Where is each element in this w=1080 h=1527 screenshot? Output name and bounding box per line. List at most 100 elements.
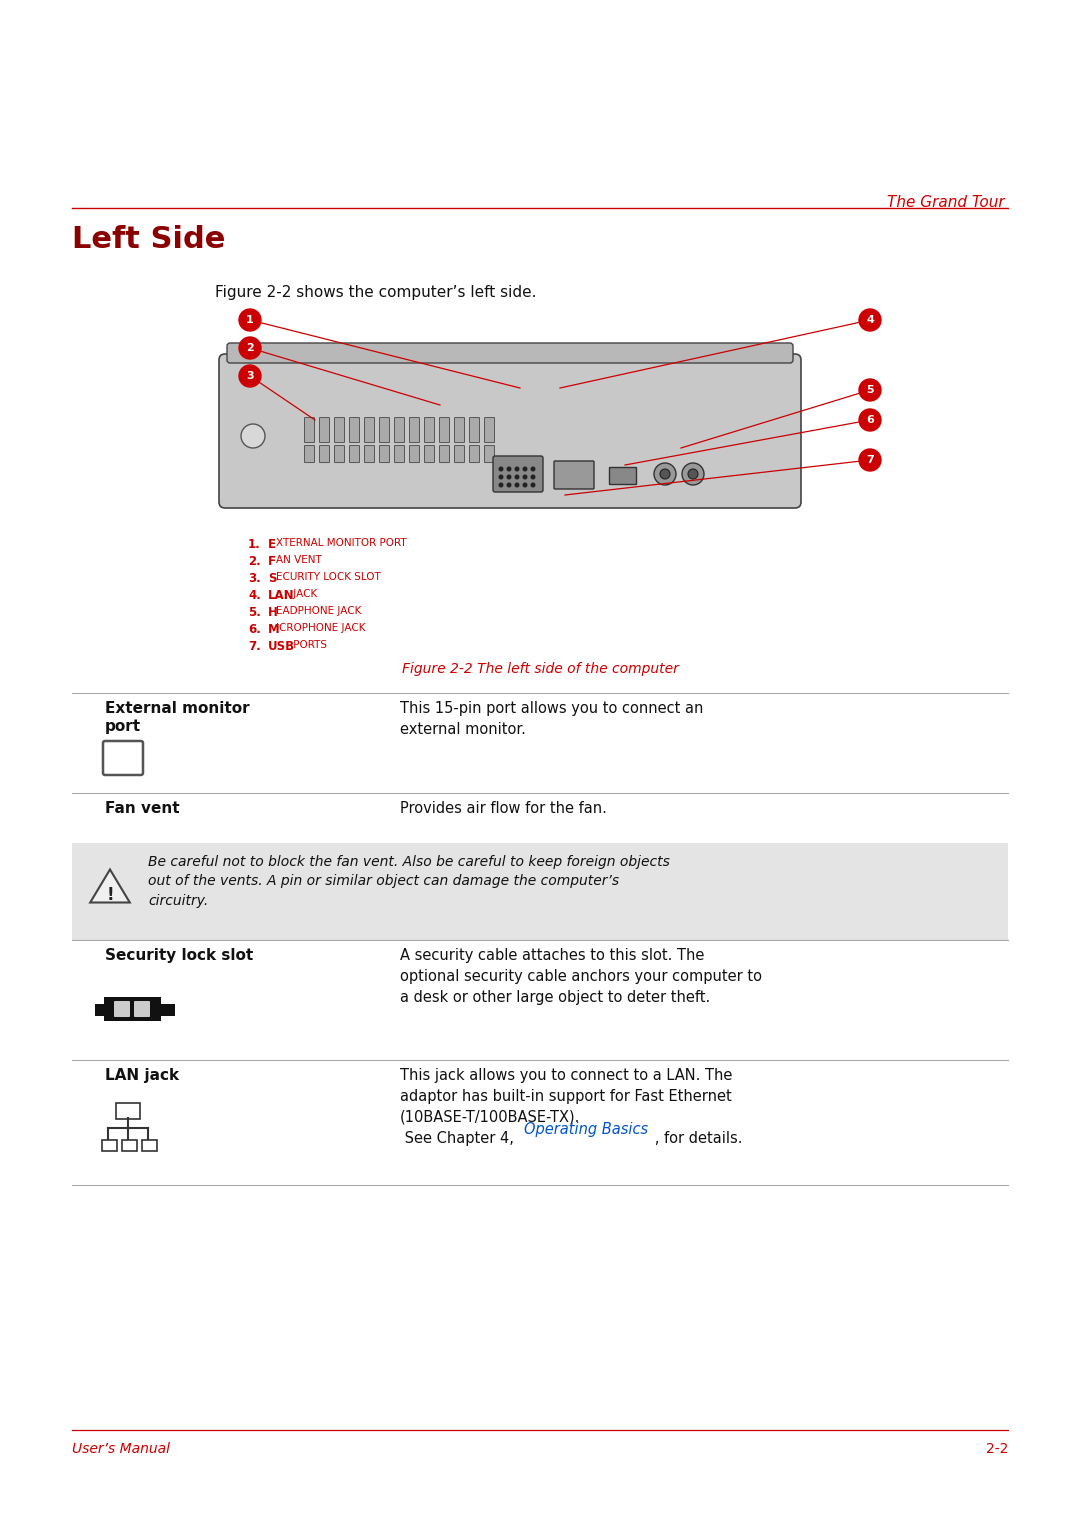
FancyBboxPatch shape (103, 741, 143, 776)
Circle shape (531, 467, 535, 470)
FancyBboxPatch shape (121, 1139, 136, 1150)
FancyBboxPatch shape (305, 446, 314, 463)
Circle shape (531, 483, 535, 487)
Circle shape (499, 467, 503, 470)
Circle shape (859, 449, 881, 470)
Text: Security lock slot: Security lock slot (105, 948, 253, 964)
FancyBboxPatch shape (335, 417, 345, 443)
Text: 2-2: 2-2 (986, 1441, 1008, 1457)
Circle shape (239, 308, 261, 331)
Text: 5: 5 (866, 385, 874, 395)
Circle shape (688, 469, 698, 479)
Text: port: port (105, 719, 141, 734)
Circle shape (239, 337, 261, 359)
Text: 1.: 1. (248, 538, 260, 551)
FancyBboxPatch shape (440, 446, 449, 463)
Text: 1: 1 (246, 315, 254, 325)
FancyBboxPatch shape (455, 446, 464, 463)
Circle shape (859, 379, 881, 402)
FancyBboxPatch shape (455, 417, 464, 443)
Text: 7: 7 (866, 455, 874, 466)
FancyBboxPatch shape (409, 446, 419, 463)
Text: !: ! (106, 887, 113, 904)
FancyBboxPatch shape (485, 446, 495, 463)
Text: Provides air flow for the fan.: Provides air flow for the fan. (400, 802, 607, 815)
Text: M: M (268, 623, 280, 637)
FancyBboxPatch shape (409, 417, 419, 443)
Text: A security cable attaches to this slot. The
optional security cable anchors your: A security cable attaches to this slot. … (400, 948, 762, 1005)
FancyBboxPatch shape (470, 446, 480, 463)
Circle shape (859, 409, 881, 431)
FancyBboxPatch shape (394, 417, 405, 443)
FancyBboxPatch shape (492, 457, 543, 492)
Text: Operating Basics: Operating Basics (524, 1122, 648, 1138)
Text: JACK: JACK (291, 589, 318, 599)
Circle shape (515, 475, 518, 479)
FancyBboxPatch shape (219, 354, 801, 508)
Text: Figure 2-2 shows the computer’s left side.: Figure 2-2 shows the computer’s left sid… (215, 286, 537, 299)
Text: ECURITY LOCK SLOT: ECURITY LOCK SLOT (275, 573, 380, 582)
FancyBboxPatch shape (379, 446, 390, 463)
FancyBboxPatch shape (424, 417, 434, 443)
FancyBboxPatch shape (350, 417, 360, 443)
Text: ICROPHONE JACK: ICROPHONE JACK (275, 623, 365, 634)
Circle shape (239, 365, 261, 386)
FancyBboxPatch shape (470, 417, 480, 443)
Text: 6: 6 (866, 415, 874, 425)
FancyBboxPatch shape (227, 344, 793, 363)
FancyBboxPatch shape (424, 446, 434, 463)
Text: H: H (268, 606, 278, 618)
Text: F: F (268, 554, 276, 568)
FancyBboxPatch shape (320, 417, 329, 443)
Text: Be careful not to block the fan vent. Also be careful to keep foreign objects
ou: Be careful not to block the fan vent. Al… (148, 855, 670, 909)
Polygon shape (91, 869, 130, 902)
Circle shape (859, 308, 881, 331)
Text: Figure 2-2 The left side of the computer: Figure 2-2 The left side of the computer (402, 663, 678, 676)
Circle shape (508, 483, 511, 487)
Text: LAN jack: LAN jack (105, 1067, 179, 1083)
FancyBboxPatch shape (485, 417, 495, 443)
Text: 4: 4 (866, 315, 874, 325)
Circle shape (508, 467, 511, 470)
Text: Fan vent: Fan vent (105, 802, 179, 815)
Text: E: E (268, 538, 276, 551)
FancyBboxPatch shape (365, 417, 375, 443)
FancyBboxPatch shape (104, 997, 161, 1022)
Circle shape (515, 467, 518, 470)
Text: S: S (268, 573, 276, 585)
Circle shape (660, 469, 670, 479)
FancyBboxPatch shape (305, 417, 314, 443)
Text: USB: USB (268, 640, 295, 654)
Circle shape (499, 483, 503, 487)
FancyBboxPatch shape (440, 417, 449, 443)
FancyBboxPatch shape (335, 446, 345, 463)
FancyBboxPatch shape (350, 446, 360, 463)
FancyBboxPatch shape (160, 1003, 175, 1015)
Text: 6.: 6. (248, 623, 261, 637)
Circle shape (523, 467, 527, 470)
FancyBboxPatch shape (114, 1002, 130, 1017)
Text: PORTS: PORTS (291, 640, 327, 651)
Text: The Grand Tour: The Grand Tour (888, 195, 1005, 211)
Text: XTERNAL MONITOR PORT: XTERNAL MONITOR PORT (275, 538, 406, 548)
Text: This jack allows you to connect to a LAN. The
adaptor has built-in support for F: This jack allows you to connect to a LAN… (400, 1067, 743, 1145)
Circle shape (515, 483, 518, 487)
FancyBboxPatch shape (554, 461, 594, 489)
Circle shape (499, 475, 503, 479)
Text: EADPHONE JACK: EADPHONE JACK (275, 606, 361, 615)
Circle shape (241, 425, 265, 447)
Circle shape (508, 475, 511, 479)
Text: 4.: 4. (248, 589, 261, 602)
FancyBboxPatch shape (379, 417, 390, 443)
FancyBboxPatch shape (141, 1139, 157, 1150)
FancyBboxPatch shape (609, 467, 636, 484)
Circle shape (523, 483, 527, 487)
FancyBboxPatch shape (72, 843, 1008, 941)
Text: User’s Manual: User’s Manual (72, 1441, 170, 1457)
FancyBboxPatch shape (116, 1102, 140, 1119)
FancyBboxPatch shape (365, 446, 375, 463)
Text: AN VENT: AN VENT (275, 554, 321, 565)
FancyBboxPatch shape (102, 1139, 117, 1150)
Text: External monitor: External monitor (105, 701, 249, 716)
FancyBboxPatch shape (95, 1003, 109, 1015)
